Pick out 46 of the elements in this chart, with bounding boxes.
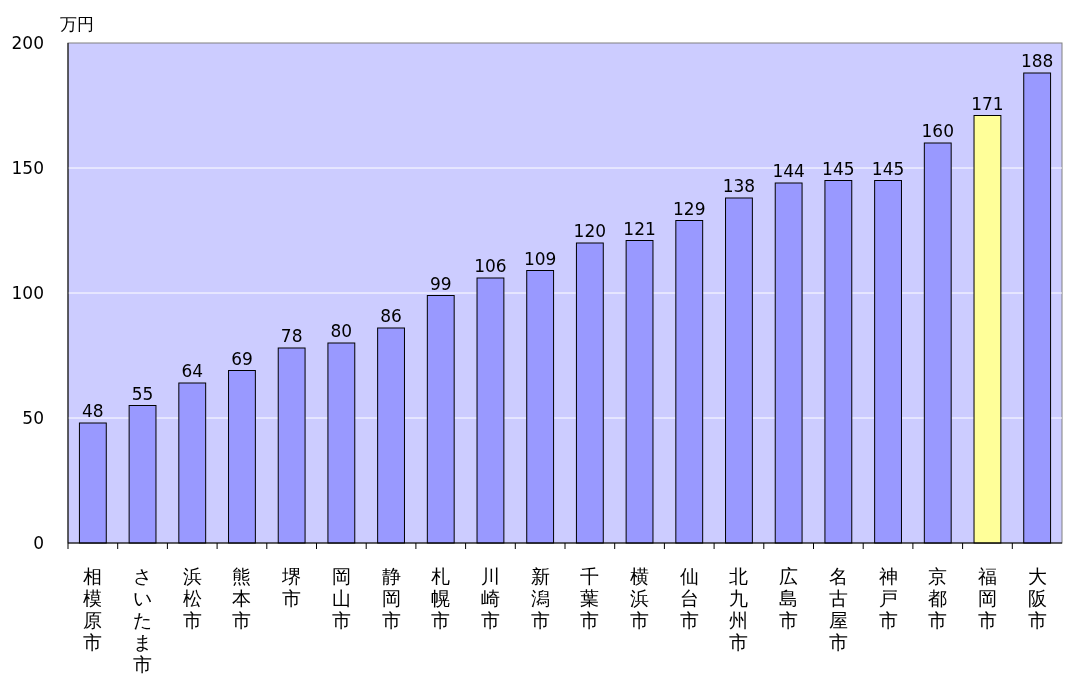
x-tick-label: 札幌市 [431,565,451,631]
x-tick-label: 川崎市 [480,565,500,631]
x-tick-label: 京都市 [928,565,948,631]
y-tick-label: 0 [33,533,44,553]
x-tick-label: さいたま市 [133,565,153,675]
data-label: 121 [623,218,656,239]
x-tick-label: 北九州市 [729,565,749,653]
data-label: 145 [871,158,905,179]
y-tick-label: 200 [11,33,44,53]
data-label: 55 [131,383,154,404]
y-tick-label: 100 [11,283,44,303]
x-tick-label: 浜松市 [182,565,202,631]
data-label: 144 [772,161,805,181]
data-label: 80 [330,321,353,341]
x-tick-label: 横浜市 [630,565,650,631]
data-label: 188 [1020,51,1054,71]
data-label: 138 [722,176,756,196]
y-tick-label: 50 [22,408,44,428]
data-label: 160 [921,121,954,141]
x-tick-label: 新潟市 [530,565,550,631]
y-axis-title: 万円 [60,14,94,34]
data-label: 64 [181,361,204,381]
x-tick-label: 熊本市 [232,565,252,631]
x-tick-label: 大阪市 [1027,565,1047,631]
data-label: 69 [231,348,253,369]
x-tick-label: 福岡市 [977,565,997,631]
x-tick-label: 神戸市 [878,565,898,631]
data-label: 109 [523,248,557,269]
data-label: 99 [429,273,452,294]
x-tick-label: 堺市 [281,565,302,609]
data-label: 86 [380,306,402,326]
x-tick-label: 広島市 [779,565,799,631]
data-label: 129 [673,198,706,219]
x-tick-label: 名古屋市 [828,565,848,653]
data-label: 171 [971,93,1004,114]
data-label: 78 [280,326,303,346]
x-tick-label: 仙台市 [679,565,699,631]
x-tick-label: 千葉市 [580,565,600,631]
x-tick-label: 静岡市 [381,565,401,631]
y-tick-label: 150 [11,158,44,178]
data-label: 145 [822,158,855,179]
x-tick-label: 岡山市 [331,565,351,631]
data-label: 106 [474,256,507,276]
x-tick-label: 相模原市 [83,565,103,653]
data-label: 120 [573,221,607,241]
data-label: 48 [82,401,104,421]
